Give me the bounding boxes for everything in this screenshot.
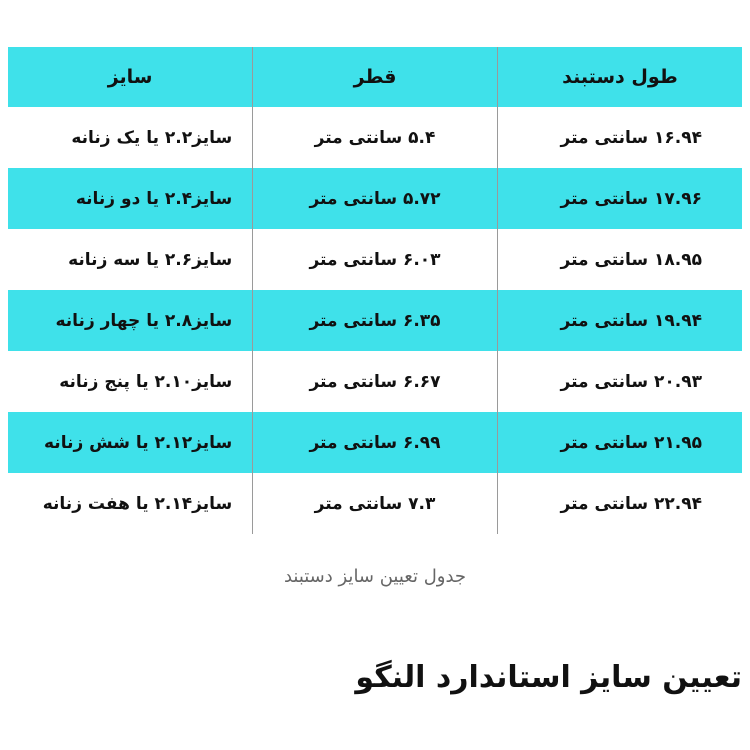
caption: جدول تعیین سایز دستبند [283,566,467,587]
table-body: ۱۶.۹۴ سانتی متر ۵.۴ سانتی متر سایز۲.۲ یا ی… [8,107,742,534]
table-row: ۱۸.۹۵ سانتی متر ۶.۰۳ سانتی متر سایز۲.۶ یا … [8,229,742,290]
table-row: ۲۱.۹۵ سانتی متر ۶.۹۹ سانتی متر سایز۲.۱۲ یا… [8,412,742,473]
table-cell: سایز۲.۲ یا یک زنانه [71,127,233,148]
heading: تعیین سایز استاندارد النگو [355,660,742,695]
table-cell: ۲۰.۹۳ سانتی متر [496,351,742,412]
column-header: قطر [252,47,498,107]
column-header: طول دستبند [496,47,742,107]
table-cell: ۶.۰۳ سانتی متر [252,229,498,290]
table-cell: ۷.۳ سانتی متر [252,473,498,534]
table-cell: ۱۹.۹۴ سانتی متر [496,290,742,351]
column-header: سایز [107,66,153,88]
table-cell: ۶.۶۷ سانتی متر [252,351,498,412]
table-cell: ۱۷.۹۶ سانتی متر [496,168,742,229]
header-row: طول دستبند قطر سایز [8,47,742,107]
table-cell: ۲۲.۹۴ سانتی متر [496,473,742,534]
table-cell: ۶.۹۹ سانتی متر [252,412,498,473]
table-cell: سایز۲.۸ یا چهار زنانه [55,310,233,331]
table-row: ۱۹.۹۴ سانتی متر ۶.۳۵ سانتی متر سایز۲.۸ یا … [8,290,742,351]
table-cell: ۶.۳۵ سانتی متر [252,290,498,351]
table-cell: سایز۲.۶ یا سه زنانه [68,249,233,270]
table-cell: سایز۲.۱۴ یا هفت زنانه [42,493,233,514]
table-cell: ۲۱.۹۵ سانتی متر [496,412,742,473]
table-cell: ۵.۷۲ سانتی متر [252,168,498,229]
table-cell: سایز۲.۴ یا دو زنانه [75,188,233,209]
table-row: ۲۲.۹۴ سانتی متر ۷.۳ سانتی متر سایز۲.۱۴ یا … [8,473,742,534]
table-cell: سایز۲.۱۰ یا پنج زنانه [59,371,233,392]
size-table: طول دستبند قطر سایز ۱۶.۹۴ سانتی متر ۵.۴ سان… [8,47,742,534]
table-cell: سایز۲.۱۲ یا شش زنانه [44,432,233,453]
table-cell: ۱۶.۹۴ سانتی متر [496,107,742,168]
table-row: ۱۶.۹۴ سانتی متر ۵.۴ سانتی متر سایز۲.۲ یا ی… [8,107,742,168]
table-cell: ۵.۴ سانتی متر [252,107,498,168]
table-row: ۱۷.۹۶ سانتی متر ۵.۷۲ سانتی متر سایز۲.۴ یا … [8,168,742,229]
table-cell: ۱۸.۹۵ سانتی متر [496,229,742,290]
table-row: ۲۰.۹۳ سانتی متر ۶.۶۷ سانتی متر سایز۲.۱۰ یا… [8,351,742,412]
